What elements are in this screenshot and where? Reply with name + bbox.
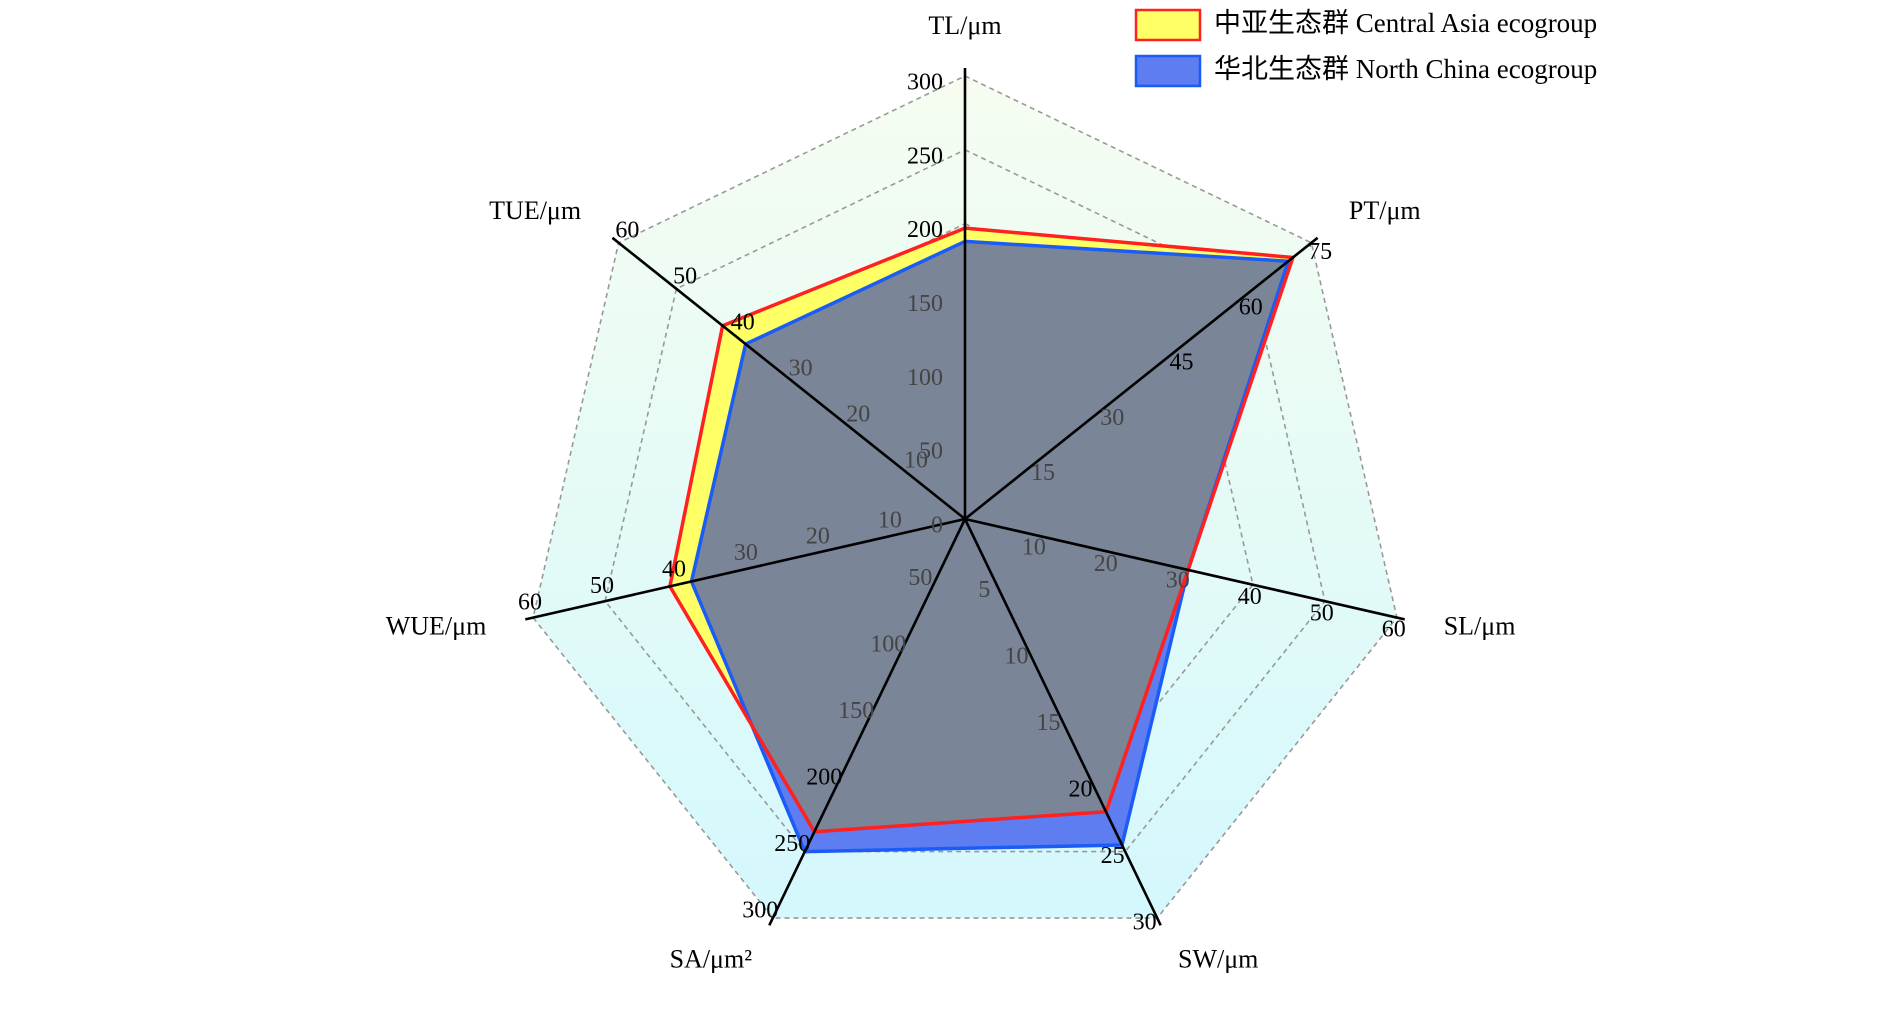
series-line-north-china xyxy=(689,239,1291,854)
tick-label: 60 xyxy=(1382,617,1406,643)
tick-label: 60 xyxy=(1239,295,1263,321)
radar-axes xyxy=(525,68,1405,926)
tick-label: 30 xyxy=(734,540,758,566)
tick-label: 300 xyxy=(907,70,943,96)
tick-label: 5 xyxy=(978,577,990,603)
tick-label: 40 xyxy=(731,309,755,335)
axis-line xyxy=(964,236,1319,521)
legend-label: 华北生态群 North China ecogroup xyxy=(1214,54,1597,84)
tick-label: 40 xyxy=(1238,584,1262,610)
tick-label: 20 xyxy=(806,524,830,550)
tick-label: 0 xyxy=(931,513,943,539)
tick-label: 10 xyxy=(1022,535,1046,561)
tick-label: 100 xyxy=(907,365,943,391)
tick-label: 150 xyxy=(907,291,943,317)
axis-title: TL/μm xyxy=(928,11,1001,40)
tick-label: 150 xyxy=(838,698,874,724)
tick-label: 30 xyxy=(1166,567,1190,593)
tick-label: 15 xyxy=(1037,710,1061,736)
axis-title: PT/μm xyxy=(1349,196,1421,225)
axis-line xyxy=(963,518,1162,926)
grid-ring xyxy=(532,75,1398,919)
tick-label: 30 xyxy=(789,356,813,382)
radar-series xyxy=(668,226,1295,854)
axis-title: SL/μm xyxy=(1444,611,1516,640)
tick-label: 50 xyxy=(590,573,614,599)
tick-label: 250 xyxy=(774,831,810,857)
tick-label: 50 xyxy=(908,565,932,591)
tick-label: 30 xyxy=(1100,405,1124,431)
legend-swatch xyxy=(1134,54,1202,88)
axis-line xyxy=(964,517,1405,621)
axis-title: SW/μm xyxy=(1178,944,1258,973)
tick-label: 60 xyxy=(615,217,639,243)
axis-line xyxy=(768,518,967,926)
tick-label: 25 xyxy=(1101,843,1125,869)
tick-label: 100 xyxy=(870,632,906,658)
tick-label: 75 xyxy=(1308,239,1332,265)
axis-title: WUE/μm xyxy=(386,611,487,640)
tick-label: 15 xyxy=(1031,460,1055,486)
tick-label: 20 xyxy=(846,402,870,428)
tick-label: 50 xyxy=(1310,600,1334,626)
tick-label: 250 xyxy=(907,143,943,169)
tick-label: 200 xyxy=(907,217,943,243)
tick-label: 60 xyxy=(518,589,542,615)
tick-label: 200 xyxy=(806,765,842,791)
radar-tick-labels: 0 50 100 150 200 250 300 15 30 45 60 75 10 20 30 40 50 60… xyxy=(518,70,1406,936)
tick-label: 50 xyxy=(673,263,697,289)
series-line-central-asia xyxy=(668,226,1295,834)
axis-title: TUE/μm xyxy=(489,196,581,225)
tick-label: 10 xyxy=(1005,644,1029,670)
tick-label: 20 xyxy=(1069,777,1093,803)
tick-label: 10 xyxy=(878,507,902,533)
tick-label: 10 xyxy=(904,448,928,474)
legend-swatch xyxy=(1134,8,1202,42)
axis-title: SA/μm² xyxy=(670,944,753,973)
series-overlap xyxy=(691,241,1289,832)
radar-axis-titles: TL/μm PT/μm SL/μm SW/μm SA/μm² WUE/μm TUE/μm xyxy=(386,11,1516,973)
axis-line xyxy=(525,517,966,621)
axis-line xyxy=(611,236,966,521)
tick-label: 50 xyxy=(919,439,943,465)
tick-label: 45 xyxy=(1170,350,1194,376)
legend-label: 中亚生态群 Central Asia ecogroup xyxy=(1214,8,1597,38)
tick-label: 30 xyxy=(1133,910,1157,936)
tick-label: 40 xyxy=(662,557,686,583)
legend: 中亚生态群 Central Asia ecogroup 华北生态群 North C… xyxy=(1134,8,1597,88)
tick-label: 20 xyxy=(1094,551,1118,577)
tick-label: 300 xyxy=(742,898,778,924)
